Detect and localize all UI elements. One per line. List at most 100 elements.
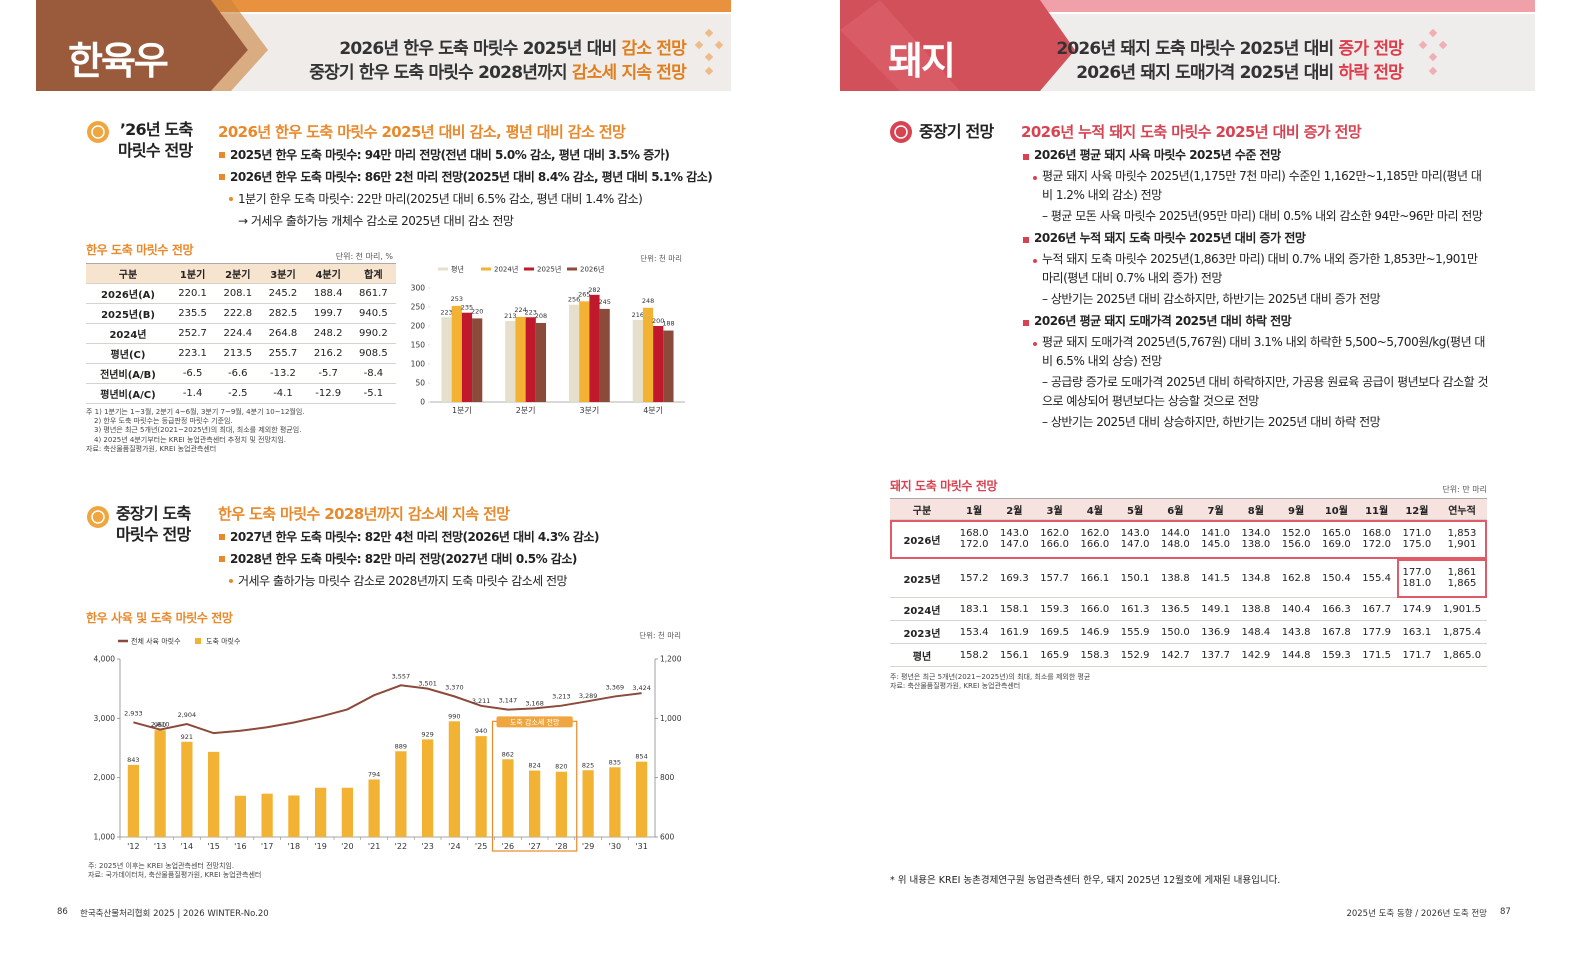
column-header: 연누적 [1437,498,1487,520]
x-tick-label: '13 [154,842,166,851]
value-label: 208 [535,312,547,320]
column-header: 6월 [1155,498,1196,520]
bar [288,795,300,837]
value-label: 843 [127,756,139,764]
note-line: 4) 2025년 4분기부터는 KREI 농업관측센터 추정치 및 전망치임. [94,435,286,444]
forecast-outline [1396,558,1487,598]
bar [609,767,621,837]
column-header: 7월 [1195,498,1236,520]
value-label: 223 [525,308,537,316]
x-tick-label: 2분기 [516,406,536,415]
y-tick-label: 1,000 [94,833,116,842]
value-label: 256 [568,296,580,304]
bar [448,721,460,837]
x-tick-label: '14 [181,842,193,851]
right-header-title: 돼지 [888,39,956,83]
y-tick-label: 4,000 [94,655,116,664]
section-label: 중장기 도축 마릿수 전망 [116,503,191,545]
data-table: 구분 1분기 2분기 3분기 4분기 합계 2026년(A) 220.1 208.1 245.2 1… [86,263,396,404]
table-cell: 174.9 [1396,597,1437,621]
table-unit: 단위: 만 마리 [1442,485,1487,494]
value-label: 253 [451,295,463,303]
table-cell: 155.9 [1115,620,1156,644]
x-tick-label: '25 [475,842,487,851]
sub-bullet: 평균 돼지 도매가격 2025년(5,767원) 대비 3.1% 내외 하락한 … [1022,333,1490,371]
table-cell: 169.5 [1034,620,1075,644]
page-number: 86 [57,907,68,917]
sub-bullet: 거세우 출하가능 마릿수 감소로 2028년까지 도축 마릿수 감소세 전망 [218,570,599,592]
range-bound: 165.0 [1322,528,1351,539]
bar [555,771,567,837]
range-bound: 1,853 [1447,528,1477,539]
detail: → 거세우 출하가능 개체수 감소로 2025년 대비 감소 전망 [238,214,514,228]
bar [535,322,547,402]
y2-tick-label: 600 [660,833,675,842]
table-row: 2023년 153.4 161.9 169.5 146.9 155.9 150.0 136.9… [890,620,1487,644]
x-tick-label: '24 [448,842,460,851]
x-tick-label: '28 [555,842,567,851]
section-items: 2025년 한우 도축 마릿수: 94만 마리 전망(전년 대비 5.0% 감소… [218,144,713,232]
footer-text: 한국축산물처리협회 2025 | 2026 WINTER-No.20 [80,909,269,919]
column-header: 4분기 [305,263,351,284]
table-cell: 158.2 [954,643,995,667]
x-tick-label: '12 [127,842,139,851]
table-unit: 단위: 천 마리, % [335,252,393,261]
bullet: 2026년 평균 돼지 사육 마릿수 2025년 수준 전망 [1022,146,1490,165]
row-header: 평년 [890,643,954,667]
bar [422,739,434,837]
table-cell: 167.8 [1316,620,1357,644]
section-headline: 한우 도축 마릿수 2028년까지 감소세 지속 전망 [218,505,510,523]
table-cell: 155.4 [1356,558,1397,598]
note-line: 주: 2025년 이후는 KREI 농업관측센터 전망치임. [88,862,235,870]
table-wrap: 구분 1월 2월 3월 4월 5월 6월 7월 8월 9월 10월 11월 12월 연누적 2026년 168… [890,498,1487,667]
column-header: 5월 [1115,498,1156,520]
column-header: 3월 [1034,498,1075,520]
forecast-outline [890,519,1487,559]
legend-label: 평년 [451,265,464,274]
headline-highlight: 감소세 지속 전망 [571,63,687,83]
range-cell: 134.0 138.0 [1235,519,1276,559]
range-bound: 141.0 [1201,528,1230,539]
y-tick-label: 300 [411,284,426,293]
value-label: 990 [448,712,460,720]
table-cell: 171.5 [1356,643,1397,667]
range-bound: 181.0 [1402,578,1432,589]
bar [525,317,536,402]
range-cell: 143.0 147.0 [1115,519,1156,559]
row-header: 전년비(A/B) [86,363,170,384]
bar [261,793,273,837]
y-tick-label: 2,000 [94,773,116,782]
table-cell: 158.1 [994,597,1035,621]
table-cell: -2.5 [215,383,261,404]
table-row: 2025년(B) 235.5 222.8 282.5 199.7 940.5 [86,303,396,324]
table-cell: 1,901.5 [1437,597,1487,621]
row-header: 2024년 [890,597,954,621]
table-cell: 162.8 [1276,558,1317,598]
section-headline: 2026년 한우 도축 마릿수 2025년 대비 감소, 평년 대비 감소 전망 [218,123,626,141]
table-title: 한우 도축 마릿수 전망 [86,243,194,257]
x-tick-label: '15 [207,842,219,851]
table-row: 평년 158.2 156.1 165.9 158.3 152.9 142.7 137.7 142… [890,643,1487,667]
value-label: 3,168 [525,699,544,707]
section-items: 2026년 평균 돼지 사육 마릿수 2025년 수준 전망 평균 돼지 사육 마… [1022,143,1490,434]
row-header: 2026년 [890,519,954,559]
note-line: 자료: 축산물품질평가원, KREI 농업관측센터 [890,682,1021,691]
column-header: 구분 [890,498,954,520]
column-header: 3분기 [260,263,306,284]
legend-label: 도축 마릿수 [206,637,241,646]
table-cell: 161.3 [1115,597,1156,621]
bar [461,312,473,402]
table-cell: 908.5 [350,343,396,364]
table-cell: 166.3 [1316,597,1357,621]
value-label: 245 [598,298,610,306]
range-bound: 177.0 [1402,567,1432,578]
range-cell: 177.0 181.0 [1396,558,1437,598]
table-cell: 940.5 [350,303,396,324]
table-cell: 264.8 [260,323,306,344]
section-icon [87,506,109,528]
row-header: 2023년 [890,620,954,644]
y2-tick-label: 800 [660,773,675,782]
table-cell: 255.7 [260,343,306,364]
table-row: 2025년 157.2 169.3 157.7 166.1 150.1 138.8 141.5… [890,558,1487,598]
